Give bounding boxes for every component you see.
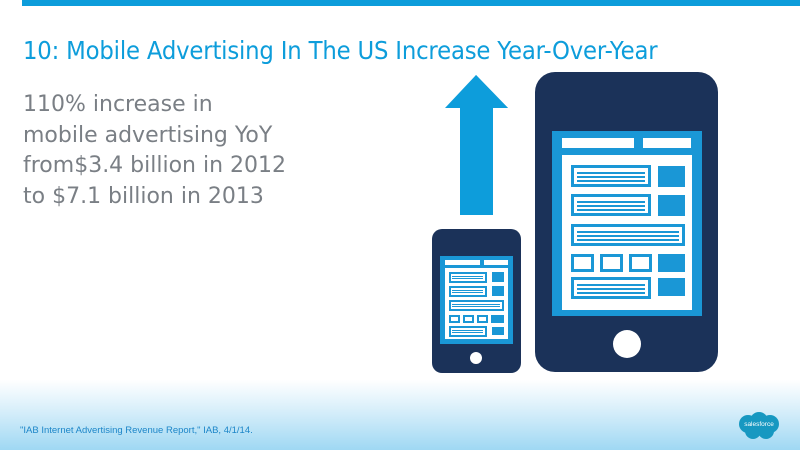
body-line: mobile advertising YoY bbox=[23, 122, 273, 148]
slide-body: 110% increase in mobile advertising YoY … bbox=[23, 90, 343, 212]
logo-text: salesforce bbox=[744, 421, 774, 428]
salesforce-cloud-icon bbox=[739, 412, 779, 439]
body-line: 110% increase in bbox=[23, 92, 213, 117]
source-citation: "IAB Internet Advertising Revenue Report… bbox=[20, 425, 253, 436]
up-arrow-icon bbox=[445, 75, 508, 215]
body-line: from$3.4 billion in 2012 bbox=[23, 153, 287, 178]
footer-gradient bbox=[0, 380, 800, 450]
body-line: to $7.1 billion in 2013 bbox=[23, 183, 264, 209]
smartphone-icon bbox=[432, 229, 521, 373]
slide-title: 10: Mobile Advertising In The US Increas… bbox=[23, 36, 658, 65]
tablet-icon bbox=[535, 72, 718, 372]
top-accent-bar bbox=[22, 0, 800, 6]
